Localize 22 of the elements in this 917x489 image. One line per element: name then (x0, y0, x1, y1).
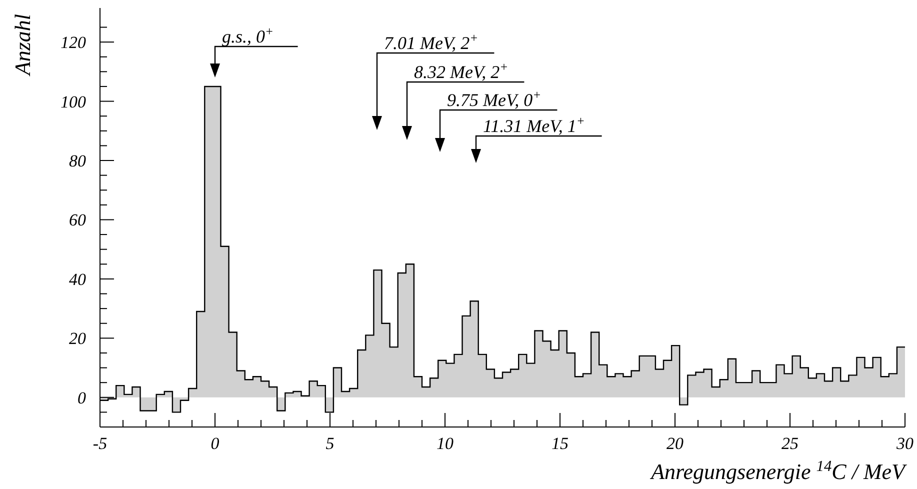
x-tick-label: 15 (552, 434, 568, 453)
annotation: 8.32 MeV, 2$^{+}$ (414, 60, 508, 82)
y-tick-label: 40 (69, 270, 86, 289)
annotation: g.s., 0$^{+}$ (222, 24, 274, 46)
annotation: 9.75 MeV, 0$^{+}$ (447, 88, 542, 110)
x-tick-label: 25 (782, 434, 798, 453)
annotation: 11.31 MeV, 1$^{+}$ (483, 114, 585, 136)
x-tick-label: -5 (92, 434, 108, 453)
x-axis-title: Anregungsenergie $^{14}$C / MeV (649, 458, 908, 484)
y-tick-label: 20 (69, 329, 86, 348)
x-tick-label: 30 (896, 434, 914, 453)
y-tick-label: 60 (69, 210, 86, 230)
x-tick-label: 10 (436, 434, 454, 453)
y-tick-label: 100 (60, 92, 86, 112)
annotation: 7.01 MeV, 2$^{+}$ (384, 31, 478, 53)
x-tick-label: 5 (326, 434, 334, 453)
x-tick-label: 0 (210, 434, 220, 453)
y-tick-label: 0 (78, 388, 86, 408)
y-axis-title: Anzahl (10, 14, 35, 78)
y-tick-label: 120 (60, 33, 86, 52)
x-tick-label: 20 (666, 434, 684, 453)
y-tick-label: 80 (69, 152, 86, 170)
